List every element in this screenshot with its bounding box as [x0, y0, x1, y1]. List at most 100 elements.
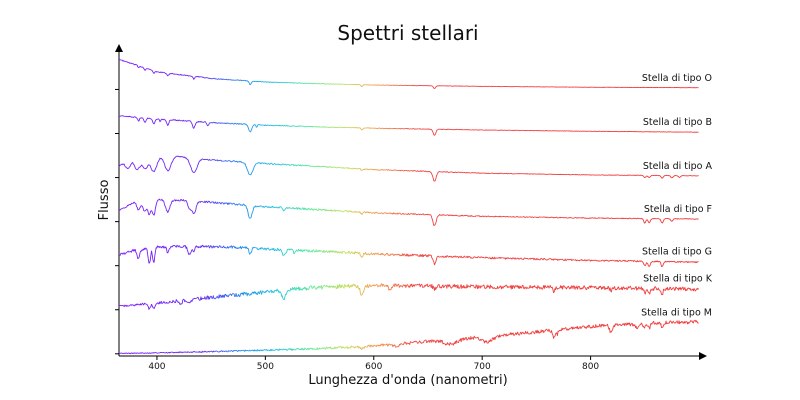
x-tick-label: 700	[474, 362, 491, 372]
spectrum-segment	[320, 346, 328, 350]
spectrum-segment	[639, 322, 647, 329]
spectrum-segment	[235, 203, 243, 206]
spectrum-segment	[534, 329, 543, 334]
spectrum-segment	[645, 260, 653, 267]
spectrum-segment	[170, 244, 178, 248]
spectrum-segment	[645, 174, 653, 178]
spectrum-segment	[261, 289, 269, 294]
spectrum-segment	[593, 217, 601, 219]
spectrum-segment	[684, 287, 692, 292]
spectrum-segment	[405, 212, 412, 215]
spectrum-segment	[658, 174, 666, 179]
series-label: Stella di tipo M	[641, 308, 712, 319]
spectrum-segment	[547, 328, 555, 339]
series-label: Stella di tipo O	[642, 73, 712, 84]
spectrum-segment	[684, 218, 692, 220]
spectrum-segment	[261, 81, 269, 83]
spectrum-segment	[235, 349, 243, 352]
spectrum-segment	[196, 296, 204, 301]
spectrum-segment	[164, 72, 172, 77]
spectrum-segment	[131, 303, 139, 307]
spectrum-segment	[560, 285, 569, 290]
spectrum-segment	[307, 82, 315, 85]
spectrum-series	[118, 244, 699, 268]
spectrum-segment	[450, 284, 458, 289]
spectrum-segment	[372, 284, 380, 288]
spectrum-segment	[522, 284, 529, 290]
spectrum-segment	[619, 217, 627, 220]
spectrum-segment	[190, 120, 198, 129]
spectrum-segment	[437, 128, 445, 131]
spectrum-segment	[697, 288, 699, 290]
spectrum-segment	[482, 339, 491, 344]
spectrum-segment	[255, 205, 263, 208]
spectrum-segment	[339, 83, 347, 85]
spectrum-segment	[586, 324, 595, 329]
x-tick-label: 800	[582, 362, 599, 372]
spectrum-segment	[151, 302, 159, 310]
spectrum-segment	[183, 200, 191, 210]
spectrum-segment	[469, 215, 477, 217]
spectrum-segment	[125, 115, 133, 118]
spectrum-segment	[326, 250, 335, 254]
spectrum-segment	[359, 168, 367, 171]
spectrum-segment	[339, 284, 348, 289]
spectrum-segment	[216, 350, 224, 353]
spectrum-segment	[489, 256, 497, 260]
spectrum-segment	[359, 285, 367, 296]
spectrum-segment	[229, 350, 237, 353]
spectrum-segment	[196, 120, 204, 123]
spectrum-segment	[385, 127, 393, 130]
spectrum-segment	[424, 254, 432, 258]
spectrum-segment	[664, 320, 673, 325]
spectrum-segment	[671, 218, 679, 222]
spectrum-segment	[242, 203, 250, 218]
spectrum-segment	[547, 284, 556, 294]
spectrum-segment	[463, 284, 471, 289]
spectrum-segment	[177, 351, 185, 354]
spectrum-segment	[170, 199, 178, 205]
spectrum-segment	[209, 350, 217, 353]
spectrum-segment	[476, 336, 484, 341]
spectrum-segment	[554, 329, 562, 337]
spectrum-segment	[385, 169, 393, 172]
spectrum-segment	[190, 204, 198, 215]
spectrum-segment	[222, 293, 230, 298]
spectrum-segment	[632, 217, 640, 220]
spectrum-segment	[307, 347, 315, 350]
spectrum-segment	[457, 337, 465, 343]
spectrum-segment	[372, 211, 380, 214]
spectrum-segment	[229, 122, 237, 125]
spectrum-segment	[352, 83, 360, 86]
spectrum-segment	[340, 346, 347, 349]
spectrum-segment	[287, 348, 295, 351]
spectrum-segment	[593, 323, 601, 329]
spectrum-segment	[346, 250, 354, 255]
spectrum-segment	[385, 212, 393, 215]
spectrum-segment	[177, 155, 185, 159]
spectrum-segment	[495, 172, 503, 175]
spectrum-segment	[138, 352, 146, 354]
spectrum-segment	[157, 300, 165, 305]
chart-title: Spettri stellari	[337, 21, 478, 45]
spectrum-segment	[535, 216, 542, 219]
spectrum-segment	[352, 251, 360, 255]
spectrum-segment	[281, 290, 289, 301]
spectrum-segment	[255, 247, 263, 251]
spectrum-segment	[528, 284, 536, 289]
spectrum-segment	[424, 170, 432, 174]
spectrum-segment	[612, 323, 621, 328]
spectrum-segment	[671, 286, 679, 291]
spectrum-segment	[151, 199, 159, 216]
spectrum-segment	[203, 295, 211, 300]
spectrum-segment	[203, 121, 211, 127]
spectrum-segment	[203, 200, 211, 204]
spectrum-segment	[385, 343, 393, 347]
spectrum-segment	[366, 127, 373, 129]
spectrum-segment	[131, 249, 139, 260]
spectrum-segment	[652, 320, 660, 325]
spectrum-segment	[203, 245, 211, 249]
spectrum-segment	[164, 351, 172, 354]
spectrum-segment	[222, 350, 230, 353]
spectrum-segment	[677, 286, 686, 291]
